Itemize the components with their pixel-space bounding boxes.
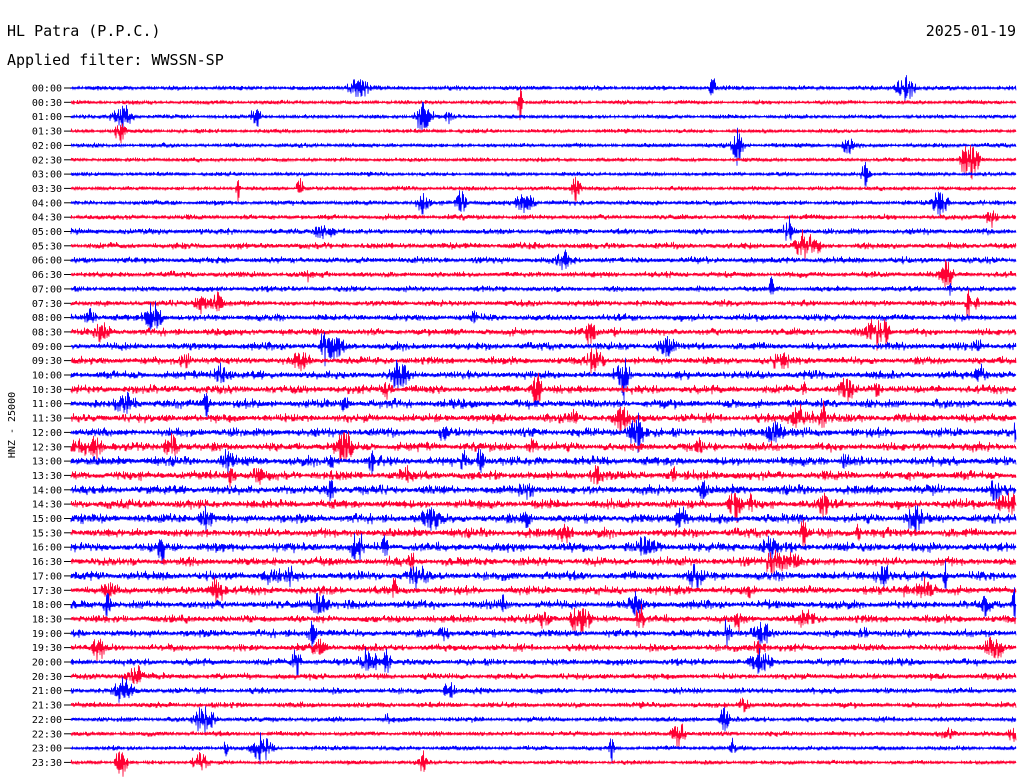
time-tick-label: 02:30 (32, 155, 62, 166)
time-tick-label: 05:00 (32, 227, 62, 238)
time-tick-label: 13:30 (32, 471, 62, 482)
seismic-trace-line (70, 480, 1017, 502)
time-tick-label: 02:00 (32, 141, 62, 152)
time-tick-label: 19:00 (32, 629, 62, 640)
time-tick-label: 13:00 (32, 457, 62, 468)
time-tick-label: 03:30 (32, 184, 62, 195)
seismic-trace-line (70, 249, 1017, 271)
time-tick-label: 16:00 (32, 543, 62, 554)
seismic-trace-line (70, 505, 1017, 534)
seismic-trace-line (70, 560, 1017, 592)
seismic-trace-line (70, 176, 1017, 203)
time-tick-label: 01:00 (32, 112, 62, 123)
time-tick-labels: 00:00 00:30 01:00 01:30 02:00 02:30 03:00 03:30… (32, 84, 71, 769)
seismic-trace-line (70, 723, 1017, 747)
time-tick-label: 18:30 (32, 614, 62, 625)
time-tick-label: 17:30 (32, 586, 62, 597)
filter-label: Applied filter: WWSSN-SP (7, 51, 224, 69)
time-tick-label: 04:30 (32, 213, 62, 224)
seismic-trace-line (70, 636, 1017, 662)
time-tick-label: 10:00 (32, 371, 62, 382)
seismic-trace-line (70, 190, 1017, 218)
seismic-trace-line (70, 123, 1017, 144)
seismic-trace-line (70, 706, 1017, 734)
time-tick-label: 15:00 (32, 514, 62, 525)
time-tick-label: 20:30 (32, 672, 62, 683)
time-tick-label: 16:30 (32, 557, 62, 568)
time-tick-label: 19:30 (32, 643, 62, 654)
time-tick-label: 14:00 (32, 485, 62, 496)
time-tick-label: 05:30 (32, 241, 62, 252)
time-tick-label: 18:00 (32, 600, 62, 611)
station-title: HL Patra (P.P.C.) (7, 22, 161, 40)
time-tick-label: 07:00 (32, 284, 62, 295)
time-tick-label: 23:30 (32, 758, 62, 769)
time-tick-label: 10:30 (32, 385, 62, 396)
seismic-trace-line (70, 750, 1017, 777)
time-tick-label: 17:00 (32, 571, 62, 582)
time-tick-label: 08:30 (32, 327, 62, 338)
time-tick-label: 15:30 (32, 528, 62, 539)
time-tick-label: 06:30 (32, 270, 62, 281)
time-tick-label: 22:30 (32, 729, 62, 740)
time-tick-label: 01:30 (32, 127, 62, 138)
time-tick-label: 07:30 (32, 299, 62, 310)
time-tick-label: 08:00 (32, 313, 62, 324)
seismic-trace-line (70, 276, 1017, 296)
time-tick-label: 12:00 (32, 428, 62, 439)
time-tick-label: 06:00 (32, 256, 62, 267)
time-tick-label: 04:00 (32, 198, 62, 209)
seismic-trace-line (70, 372, 1017, 408)
time-tick-label: 00:30 (32, 98, 62, 109)
time-tick-label: 11:00 (32, 399, 62, 410)
seismic-trace-line (70, 357, 1017, 401)
seismic-traces (70, 75, 1017, 777)
time-tick-label: 20:00 (32, 658, 62, 669)
seismic-trace-line (70, 587, 1017, 620)
time-tick-label: 22:00 (32, 715, 62, 726)
seismic-trace-line (70, 259, 1017, 288)
time-tick-label: 23:00 (32, 744, 62, 755)
time-tick-label: 21:30 (32, 701, 62, 712)
seismic-trace-line (70, 676, 1017, 703)
seismic-trace-line (70, 448, 1017, 478)
seismic-trace-line (70, 210, 1017, 228)
seismic-trace-line (70, 465, 1017, 488)
channel-axis-label: HNZ - 25000 (7, 392, 18, 458)
time-tick-label: 12:30 (32, 442, 62, 453)
time-tick-label: 09:30 (32, 356, 62, 367)
time-tick-label: 21:00 (32, 686, 62, 697)
seismic-trace-line (70, 665, 1017, 685)
time-tick-label: 11:30 (32, 414, 62, 425)
seismic-trace-line (70, 228, 1017, 262)
time-tick-label: 00:00 (32, 84, 62, 95)
time-tick-label: 09:00 (32, 342, 62, 353)
time-tick-label: 03:00 (32, 170, 62, 181)
seismic-trace-line (70, 400, 1017, 432)
record-date: 2025-01-19 (926, 22, 1016, 40)
time-tick-label: 14:30 (32, 500, 62, 511)
